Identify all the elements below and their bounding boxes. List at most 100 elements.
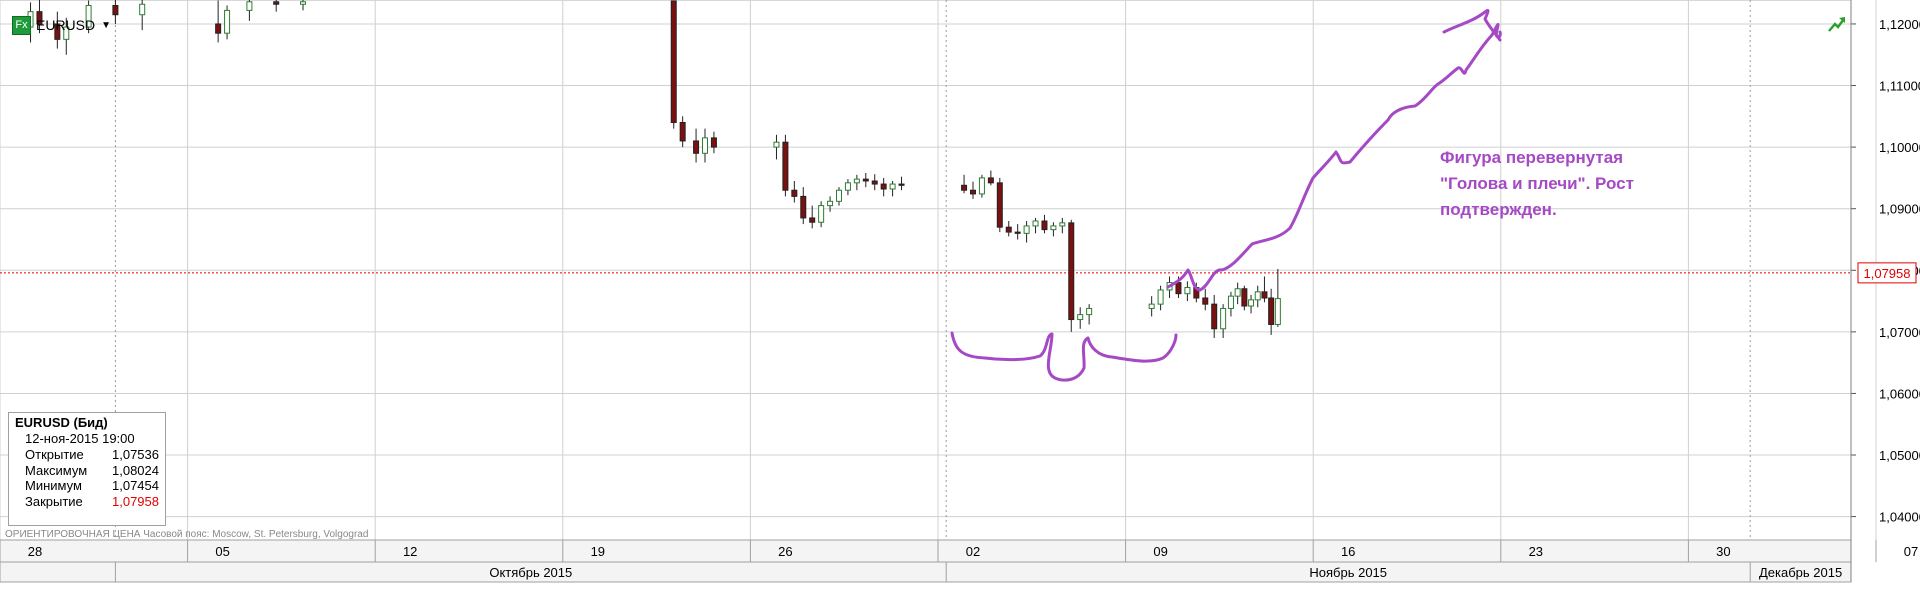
trend-arrow-icon[interactable] <box>1827 14 1847 34</box>
candle-body <box>800 195 807 219</box>
month-label: Декабрь 2015 <box>1759 565 1842 580</box>
candle-body <box>1248 299 1255 307</box>
grid-layer <box>0 0 1877 541</box>
x-tick-label: 05 <box>215 544 229 559</box>
candle-body <box>844 182 851 191</box>
candle-body <box>112 4 119 16</box>
chevron-down-icon[interactable]: ▼ <box>101 19 112 31</box>
candle-body <box>970 189 976 195</box>
candle-body <box>898 183 905 186</box>
candle-body <box>273 1 280 5</box>
candle-body <box>1234 288 1241 297</box>
candle-body <box>1050 225 1057 231</box>
info-value-close: 1,07958 <box>112 493 159 509</box>
candle-body <box>818 205 825 223</box>
timezone-hint: ОРИЕНТИРОВОЧНАЯ ЦЕНА Часовой пояс: Mosco… <box>5 529 369 540</box>
y-tick-label: 1,11000 <box>1879 79 1920 94</box>
candle-body <box>1148 303 1155 309</box>
x-tick-label: 23 <box>1529 544 1543 559</box>
candle-body <box>1268 297 1275 325</box>
current-price-label: 1,07958 <box>1864 266 1911 281</box>
candle-body <box>809 217 816 223</box>
candle-body <box>1157 289 1164 305</box>
x-tick-label: 19 <box>591 544 605 559</box>
date-axis-bg <box>0 539 1852 583</box>
candle-body <box>836 189 842 202</box>
candle-body <box>1211 303 1218 330</box>
candle-body <box>1202 297 1209 305</box>
y-tick-label: 1,07000 <box>1879 325 1920 340</box>
arrow-head-drawing <box>1442 8 1502 42</box>
x-tick-label: 30 <box>1716 544 1730 559</box>
candle-body <box>215 23 222 34</box>
y-tick-label: 1,09000 <box>1879 202 1920 217</box>
candle-body <box>85 4 92 28</box>
candle-body <box>782 141 789 191</box>
candle-body <box>978 177 985 195</box>
info-row-low: Минимум 1,07454 <box>15 478 159 494</box>
x-tick-label: 26 <box>778 544 792 559</box>
symbol-label: EURUSD <box>36 17 96 33</box>
x-tick-label: 16 <box>1341 544 1355 559</box>
annotation-text: Фигура перевернутая "Голова и плечи". Ро… <box>1440 145 1700 223</box>
info-row-high: Максимум 1,08024 <box>15 463 159 479</box>
candle-body <box>54 23 61 40</box>
candle-body <box>1068 222 1075 321</box>
info-title: EURUSD (Бид) <box>15 415 108 430</box>
symbol-selector[interactable]: Fx EURUSD ▼ <box>12 15 111 35</box>
y-tick-label: 1,05000 <box>1879 448 1920 463</box>
candle-body <box>987 177 994 184</box>
x-tick-label: 07 <box>1904 544 1918 559</box>
candle-body <box>1184 287 1191 295</box>
info-datetime: 12-ноя-2015 19:00 <box>25 431 135 446</box>
x-tick-label: 28 <box>28 544 42 559</box>
info-label-close: Закрытие <box>25 493 83 509</box>
info-value-high: 1,08024 <box>112 462 159 478</box>
candle-body <box>996 182 1003 228</box>
annotation-line-2: "Голова и плечи". Рост <box>1440 174 1634 193</box>
candle-body <box>1041 220 1048 231</box>
candle-body <box>961 184 968 191</box>
info-label-high: Максимум <box>25 462 88 478</box>
candle-body <box>862 178 869 182</box>
x-tick-label: 12 <box>403 544 417 559</box>
candle-body <box>246 1 253 11</box>
month-label: Ноябрь 2015 <box>1309 565 1387 580</box>
y-tick-label: 1,06000 <box>1879 386 1920 401</box>
candle-body <box>1014 231 1021 234</box>
y-tick-label: 1,12000 <box>1879 17 1920 32</box>
candle-body <box>36 11 43 25</box>
info-label-low: Минимум <box>25 478 82 493</box>
candle-body <box>773 141 780 148</box>
head-shoulders-drawing <box>950 331 1178 382</box>
candle-body <box>63 26 70 40</box>
info-value-low: 1,07454 <box>112 478 159 493</box>
candle-body <box>827 200 834 207</box>
candle-body <box>1175 282 1182 295</box>
candle-body <box>139 3 146 16</box>
annotation-line-3: подтвержден. <box>1440 200 1557 219</box>
candle-body <box>1220 307 1227 330</box>
current-price-box <box>1857 262 1917 284</box>
candle-body <box>693 140 700 154</box>
candle-body <box>853 178 860 184</box>
candle-body <box>1023 225 1030 234</box>
info-row-close: Закрытие 1,07958 <box>15 494 159 510</box>
candle-body <box>1241 288 1248 307</box>
ohlc-info-box: EURUSD (Бид) 12-ноя-2015 19:00 Открытие … <box>8 412 166 526</box>
drawing-layer <box>950 8 1502 382</box>
x-tick-label: 02 <box>966 544 980 559</box>
projected-rise-drawing <box>1166 22 1502 292</box>
candle-body <box>679 121 686 142</box>
axis-layer: 1,120001,110001,100001,090001,080001,070… <box>0 0 1920 583</box>
candle-body <box>1274 298 1281 325</box>
y-tick-label: 1,10000 <box>1879 140 1920 155</box>
candle-body <box>791 189 798 197</box>
candle-body <box>880 183 887 190</box>
candle-body <box>1254 291 1261 301</box>
candle-body <box>1086 307 1093 316</box>
annotation-line-1: Фигура перевернутая <box>1440 148 1624 167</box>
y-tick-label: 1,04000 <box>1879 510 1920 525</box>
